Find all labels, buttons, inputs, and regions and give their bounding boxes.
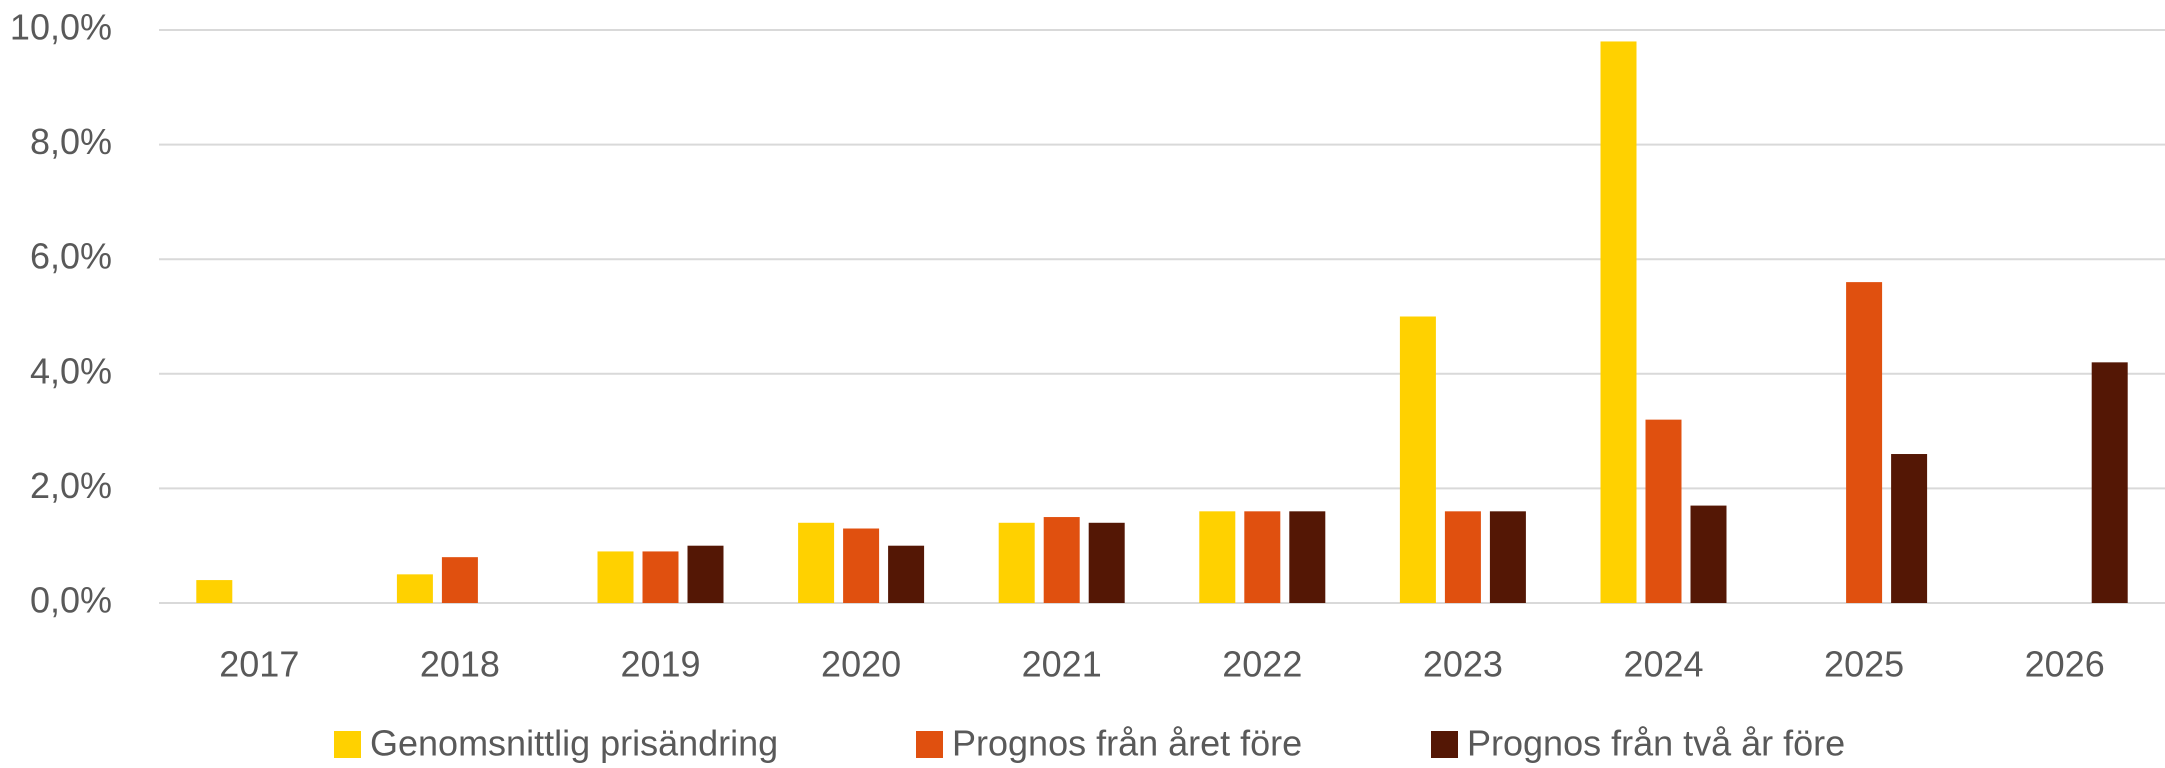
- bar: [1690, 505, 1727, 603]
- legend-label: Prognos från året före: [952, 723, 1302, 764]
- x-tick-label: 2021: [1022, 644, 1102, 685]
- legend-swatch: [916, 731, 943, 758]
- legend-label: Genomsnittlig prisändring: [370, 723, 778, 764]
- bar: [597, 551, 634, 603]
- bar: [1289, 511, 1326, 603]
- bar: [1846, 282, 1883, 603]
- y-tick-label: 8,0%: [30, 121, 112, 162]
- bar: [441, 557, 478, 603]
- bar: [1444, 511, 1481, 603]
- legend-swatch: [334, 731, 361, 758]
- legend-swatch: [1431, 731, 1458, 758]
- bar: [196, 580, 233, 603]
- x-tick-label: 2019: [620, 644, 700, 685]
- bar: [1891, 454, 1928, 603]
- x-tick-label: 2022: [1222, 644, 1302, 685]
- bar: [998, 522, 1035, 603]
- bar: [843, 528, 880, 603]
- bar: [396, 574, 433, 603]
- x-tick-label: 2026: [2025, 644, 2105, 685]
- y-tick-label: 0,0%: [30, 580, 112, 621]
- x-tick-label: 2017: [219, 644, 299, 685]
- legend-label: Prognos från två år före: [1467, 723, 1845, 764]
- bar: [1399, 316, 1436, 603]
- bar: [1600, 41, 1637, 603]
- bar: [687, 545, 724, 603]
- bar: [1199, 511, 1236, 603]
- bar: [1489, 511, 1526, 603]
- bar: [1043, 517, 1080, 603]
- y-tick-label: 2,0%: [30, 465, 112, 506]
- y-tick-label: 10,0%: [10, 7, 112, 48]
- x-tick-label: 2018: [420, 644, 500, 685]
- y-tick-label: 4,0%: [30, 350, 112, 391]
- bar: [1645, 419, 1682, 603]
- bar: [642, 551, 679, 603]
- x-tick-label: 2023: [1423, 644, 1503, 685]
- bar: [1244, 511, 1281, 603]
- x-tick-label: 2020: [821, 644, 901, 685]
- bar: [2091, 362, 2128, 603]
- bar: [888, 545, 925, 603]
- x-tick-label: 2024: [1623, 644, 1703, 685]
- bar: [1088, 522, 1125, 603]
- bar: [798, 522, 835, 603]
- x-tick-label: 2025: [1824, 644, 1904, 685]
- y-tick-label: 6,0%: [30, 236, 112, 277]
